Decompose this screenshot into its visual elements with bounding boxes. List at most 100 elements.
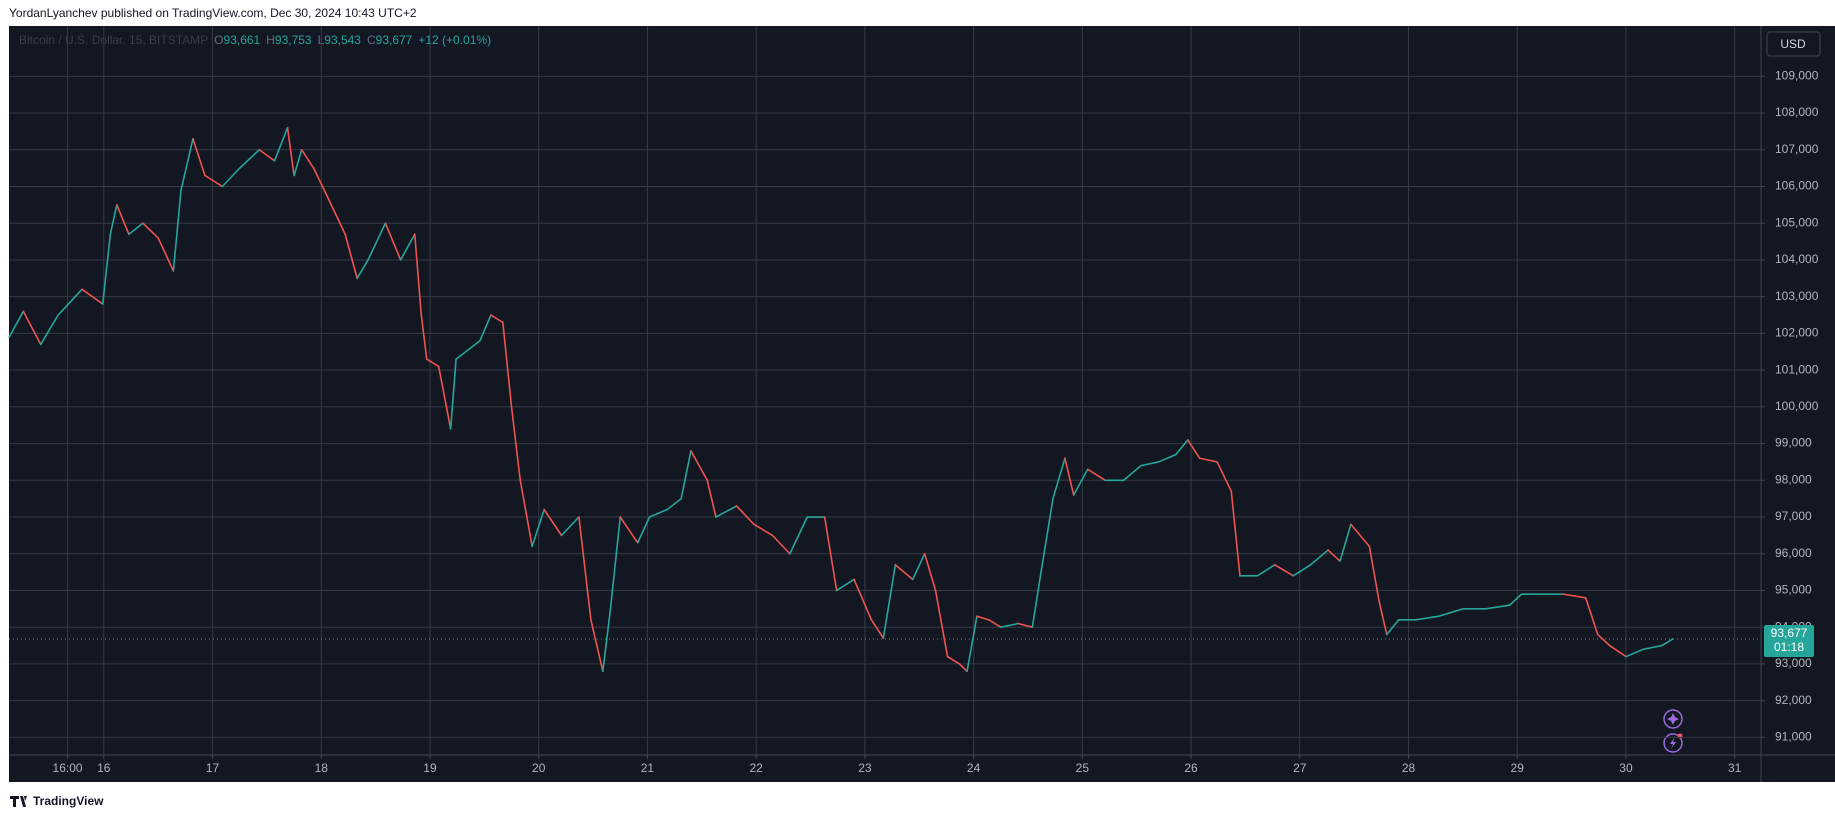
price-segment [1175, 439, 1189, 456]
price-segment [221, 167, 241, 188]
price-segment [1086, 468, 1106, 482]
price-segment [976, 615, 990, 621]
y-tick-label: 95,000 [1775, 583, 1812, 597]
price-segment [735, 505, 755, 526]
last-price-box [1764, 625, 1814, 658]
price-segment [180, 137, 194, 191]
idea-icon-star [1667, 713, 1679, 725]
x-tick-label: 16 [97, 761, 111, 775]
price-segment [502, 321, 513, 408]
chart-background [9, 26, 1835, 782]
price-segment [356, 259, 369, 280]
price-segment [966, 615, 978, 673]
price-segment [1140, 461, 1160, 467]
price-segment [1508, 593, 1523, 606]
price-segment [636, 516, 651, 544]
legend-key: H [266, 33, 275, 47]
x-tick-label: 20 [532, 761, 546, 775]
price-segment [116, 204, 130, 236]
price-segment [934, 589, 949, 658]
price-segment [1415, 615, 1440, 621]
y-tick-label: 91,000 [1775, 730, 1812, 744]
legend-value: 93,677 [376, 33, 413, 47]
x-tick-label: 18 [315, 761, 329, 775]
price-segment [894, 563, 914, 581]
legend-text: Bitcoin / U.S. Dollar, 15, BITSTAMP O93,6… [19, 33, 491, 47]
price-segment [771, 534, 791, 555]
price-segment [988, 619, 1002, 628]
price-segment [946, 655, 961, 665]
x-tick-label: 30 [1619, 761, 1633, 775]
price-segment [238, 148, 261, 169]
price-segment [1438, 608, 1464, 617]
price-segment [300, 148, 315, 169]
y-tick-label: 105,000 [1775, 215, 1819, 229]
price-segment [609, 516, 622, 610]
price-segment [1584, 597, 1599, 636]
price-segment [1327, 549, 1341, 562]
price-segment [1339, 523, 1352, 562]
price-segment [479, 314, 492, 342]
legend-change: +12 (+0.01%) [418, 33, 491, 47]
currency-button[interactable] [1766, 31, 1821, 57]
y-tick-label: 104,000 [1775, 252, 1819, 266]
price-segment [648, 508, 668, 518]
price-segment [958, 663, 968, 673]
price-segment [1385, 619, 1400, 636]
x-tick-label: 26 [1184, 761, 1198, 775]
price-segment [1309, 549, 1329, 566]
price-segment [1608, 644, 1627, 658]
grid [9, 26, 1761, 755]
price-segment [384, 222, 402, 261]
price-segment [1256, 563, 1276, 577]
price-segment [413, 233, 423, 316]
price-segment [142, 222, 159, 239]
price-segment [326, 196, 346, 236]
idea-icon[interactable] [1663, 709, 1683, 729]
price-segment [1052, 457, 1066, 500]
y-tick-label: 107,000 [1775, 142, 1819, 156]
price-segment [192, 137, 206, 177]
price-segment [1230, 490, 1241, 577]
price-segment [602, 608, 612, 673]
x-tick-label: 17 [206, 761, 220, 775]
price-segment [835, 578, 855, 592]
legend-value: 93,661 [224, 33, 261, 47]
price-segment [531, 508, 545, 548]
x-tick-label: 29 [1511, 761, 1525, 775]
price-segment [543, 508, 563, 537]
price-segment [1198, 457, 1218, 463]
y-tick-label: 102,000 [1775, 326, 1819, 340]
countdown-label: 01:18 [1774, 640, 1804, 654]
price-segment [1064, 457, 1075, 496]
price-segment [753, 523, 774, 537]
x-tick-label: 24 [967, 761, 981, 775]
legend-value: 93,753 [275, 33, 312, 47]
price-segment [690, 450, 709, 482]
footer-logo [10, 796, 27, 807]
x-tick-label: 19 [423, 761, 437, 775]
legend-key: O [214, 33, 223, 47]
price-segment [1625, 648, 1645, 658]
alert-icon[interactable] [1663, 733, 1683, 753]
price-segment [1157, 453, 1177, 463]
price-segment [437, 365, 452, 430]
x-tick-label: 23 [858, 761, 872, 775]
price-segment [590, 619, 604, 673]
y-tick-label: 101,000 [1775, 362, 1819, 376]
price-segment [101, 233, 112, 305]
price-segment [1017, 622, 1034, 628]
price-segment [706, 479, 717, 518]
price-segment [455, 339, 481, 360]
price-segment [344, 233, 358, 280]
price-segment [286, 126, 295, 177]
publish-header: YordanLyanchev published on TradingView.… [9, 6, 417, 20]
price-segment [1642, 644, 1663, 651]
currency-label: USD [1780, 37, 1806, 51]
price-segment [519, 479, 533, 548]
price-segment [367, 222, 387, 261]
price-segment [853, 578, 873, 621]
price-segment [1368, 545, 1380, 603]
price-segment [57, 288, 83, 316]
